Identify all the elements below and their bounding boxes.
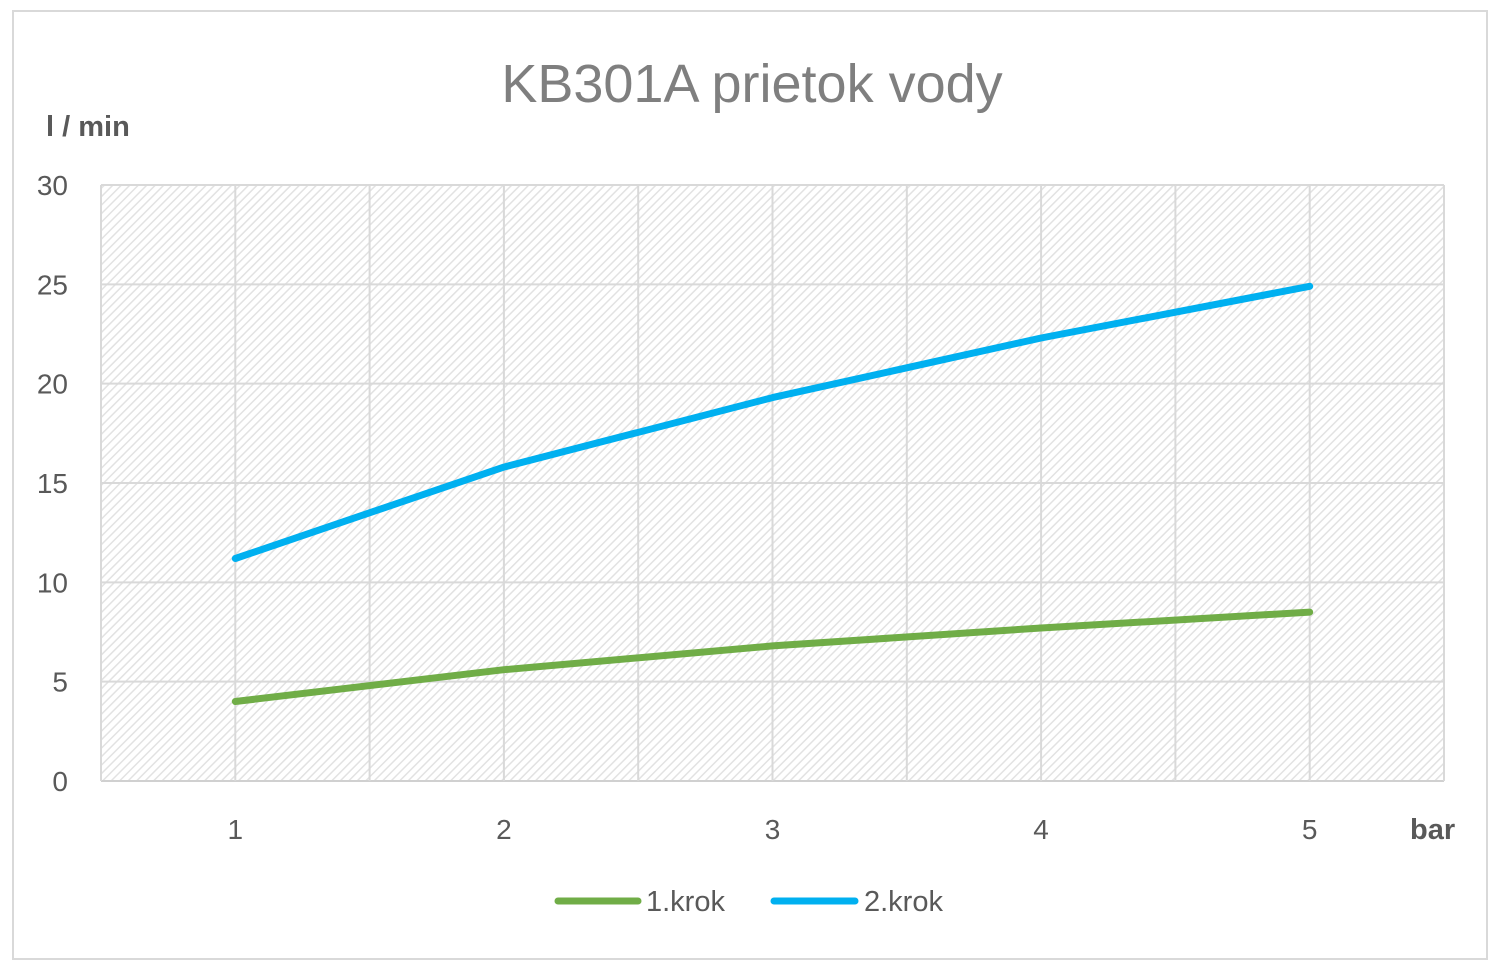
y-tick-labels: 0 5 10 15 20 25 30 xyxy=(37,170,68,797)
y-tick-label: 20 xyxy=(37,369,68,400)
y-tick-label: 25 xyxy=(37,269,68,300)
x-tick-labels: 1 2 3 4 5 xyxy=(228,814,1318,845)
legend-label-2: 2.krok xyxy=(864,886,943,918)
y-axis-label: l / min xyxy=(46,111,130,143)
y-tick-label: 30 xyxy=(37,170,68,201)
x-tick-label: 5 xyxy=(1302,814,1318,845)
x-tick-label: 1 xyxy=(228,814,244,845)
chart-title: KB301A prietok vody xyxy=(501,54,1002,114)
x-tick-label: 4 xyxy=(1033,814,1049,845)
y-tick-label: 5 xyxy=(52,667,68,698)
series-line-2 xyxy=(231,282,1314,562)
series-lines xyxy=(231,282,1314,705)
x-axis-label: bar xyxy=(1410,814,1455,846)
legend-label-1: 1.krok xyxy=(646,886,725,918)
y-tick-label: 10 xyxy=(37,567,68,598)
legend: 1.krok 2.krok xyxy=(554,886,943,918)
x-tick-label: 2 xyxy=(496,814,512,845)
x-tick-label: 3 xyxy=(765,814,781,845)
gridlines xyxy=(100,184,1445,782)
y-tick-label: 0 xyxy=(52,766,68,797)
y-tick-label: 15 xyxy=(37,468,68,499)
